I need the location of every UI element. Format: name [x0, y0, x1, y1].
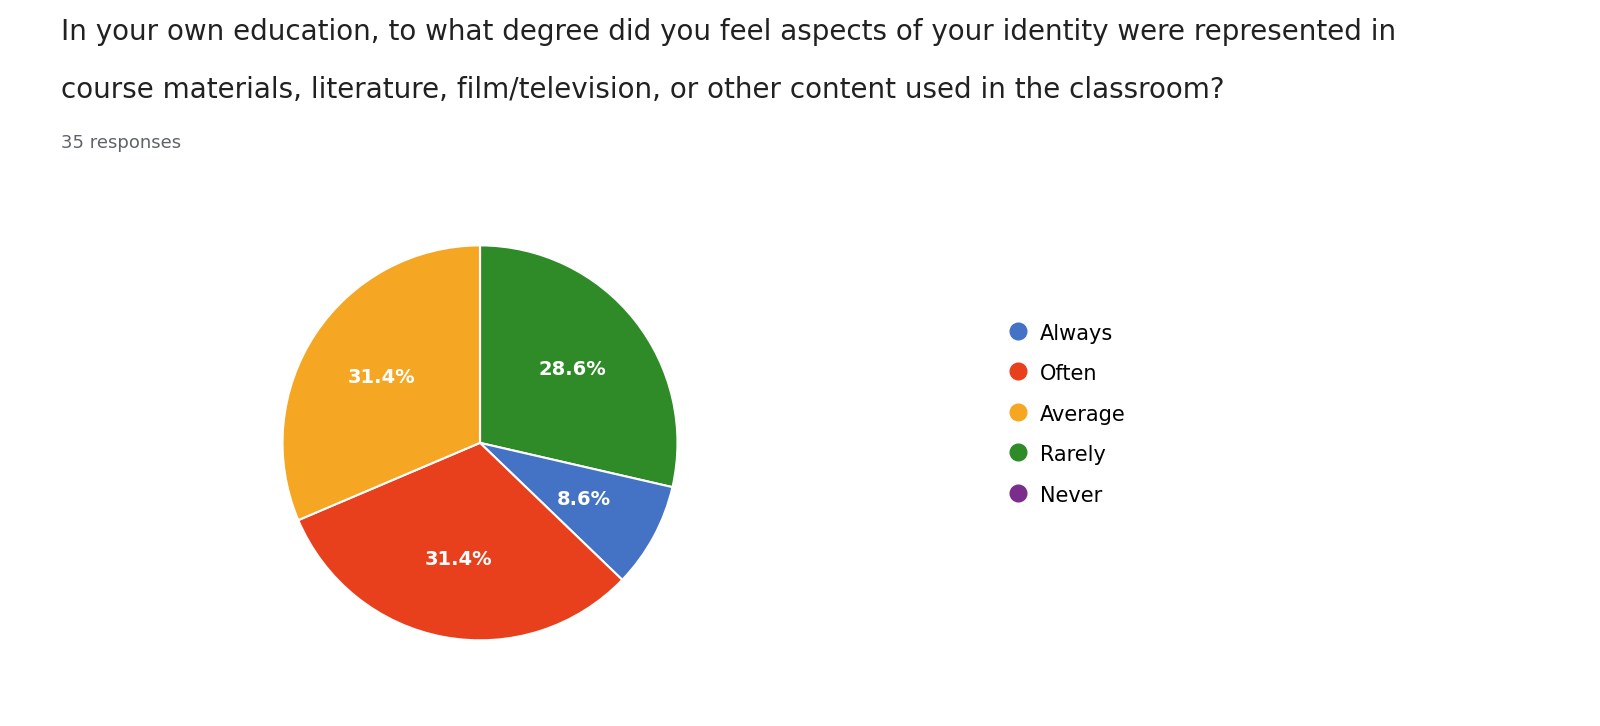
Text: In your own education, to what degree did you feel aspects of your identity were: In your own education, to what degree di…: [61, 18, 1395, 46]
Text: 31.4%: 31.4%: [347, 368, 414, 387]
Text: 31.4%: 31.4%: [424, 550, 493, 569]
Text: 28.6%: 28.6%: [539, 359, 606, 378]
Text: 8.6%: 8.6%: [557, 490, 611, 509]
Wedge shape: [480, 245, 677, 487]
Wedge shape: [480, 443, 672, 580]
Text: 35 responses: 35 responses: [61, 134, 181, 152]
Legend: Always, Often, Average, Rarely, Never: Always, Often, Average, Rarely, Never: [1003, 311, 1136, 516]
Wedge shape: [298, 443, 622, 640]
Wedge shape: [283, 245, 480, 520]
Text: course materials, literature, film/television, or other content used in the clas: course materials, literature, film/telev…: [61, 76, 1224, 105]
